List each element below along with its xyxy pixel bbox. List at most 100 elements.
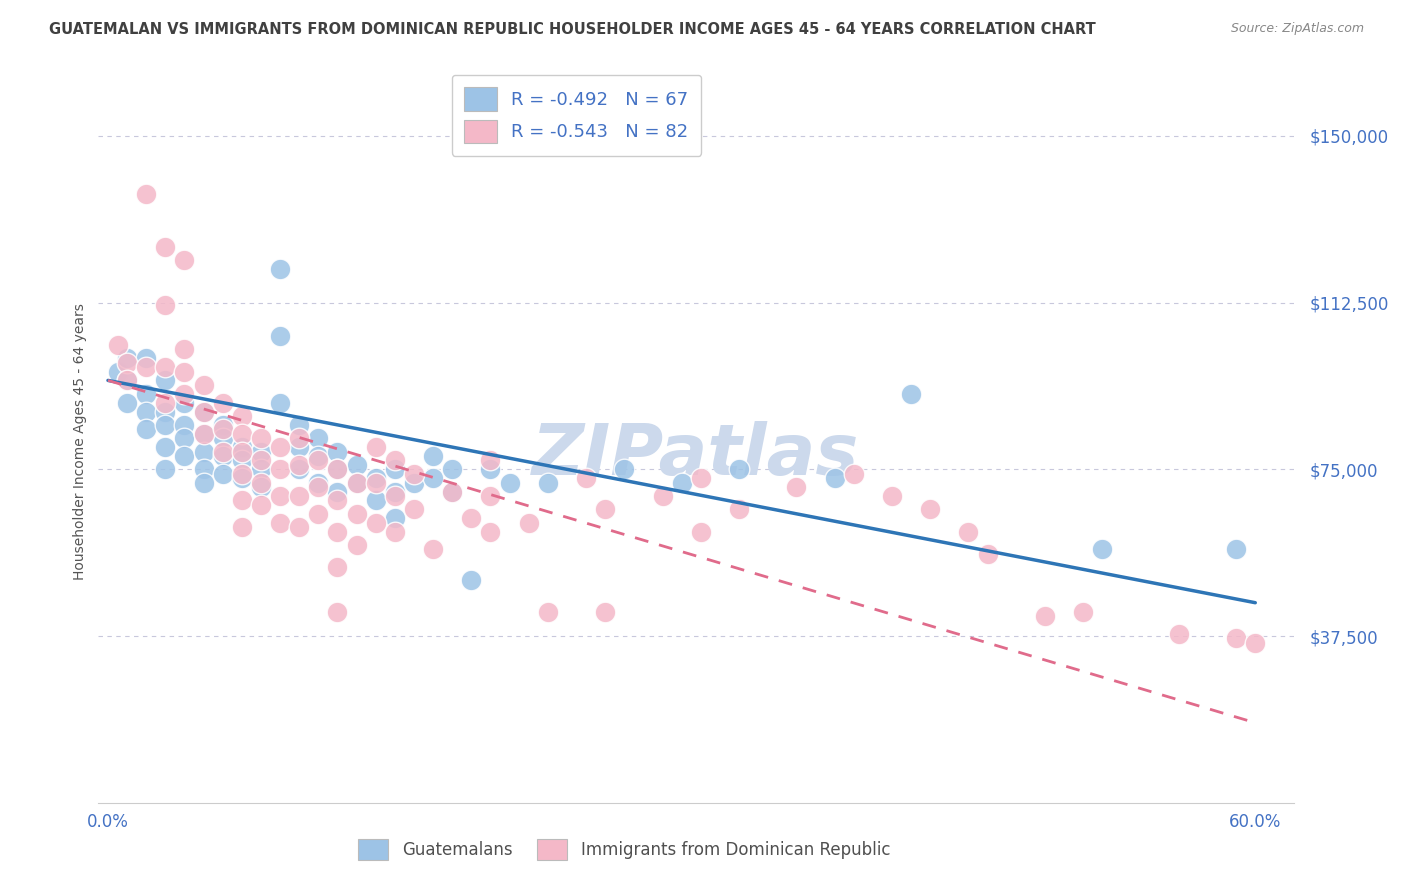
Point xyxy=(155,298,177,312)
Point xyxy=(250,498,273,512)
Point xyxy=(326,484,349,499)
Point xyxy=(689,471,711,485)
Point xyxy=(193,462,215,476)
Point xyxy=(728,462,751,476)
Point xyxy=(115,356,138,370)
Point xyxy=(155,404,177,418)
Point xyxy=(326,605,349,619)
Point xyxy=(193,426,215,441)
Point xyxy=(173,417,195,432)
Point xyxy=(135,351,157,366)
Point xyxy=(231,444,253,458)
Point xyxy=(173,386,195,401)
Point xyxy=(346,475,368,490)
Point xyxy=(422,542,444,557)
Point xyxy=(785,480,807,494)
Point xyxy=(479,462,502,476)
Point xyxy=(211,422,233,436)
Point xyxy=(957,524,980,539)
Point xyxy=(250,480,273,494)
Point xyxy=(269,489,291,503)
Y-axis label: Householder Income Ages 45 - 64 years: Householder Income Ages 45 - 64 years xyxy=(73,303,87,580)
Point xyxy=(402,467,425,481)
Point xyxy=(479,453,502,467)
Point xyxy=(155,373,177,387)
Point xyxy=(250,444,273,458)
Point xyxy=(384,484,406,499)
Point xyxy=(135,386,157,401)
Point xyxy=(1225,632,1247,646)
Point xyxy=(537,605,560,619)
Point xyxy=(517,516,540,530)
Point xyxy=(115,395,138,409)
Point xyxy=(613,462,636,476)
Point xyxy=(193,377,215,392)
Point xyxy=(250,462,273,476)
Point xyxy=(269,329,291,343)
Point xyxy=(384,489,406,503)
Point xyxy=(346,458,368,472)
Point xyxy=(135,404,157,418)
Point xyxy=(384,462,406,476)
Point xyxy=(593,502,616,516)
Point xyxy=(135,186,157,201)
Point xyxy=(920,502,942,516)
Point xyxy=(364,471,387,485)
Point xyxy=(231,426,253,441)
Point xyxy=(269,440,291,454)
Point xyxy=(384,524,406,539)
Point xyxy=(288,489,311,503)
Point xyxy=(307,475,329,490)
Text: GUATEMALAN VS IMMIGRANTS FROM DOMINICAN REPUBLIC HOUSEHOLDER INCOME AGES 45 - 64: GUATEMALAN VS IMMIGRANTS FROM DOMINICAN … xyxy=(49,22,1095,37)
Point xyxy=(441,462,464,476)
Point xyxy=(326,444,349,458)
Point xyxy=(155,240,177,254)
Point xyxy=(1033,609,1056,624)
Point xyxy=(115,373,138,387)
Point xyxy=(155,360,177,375)
Point xyxy=(307,453,329,467)
Point xyxy=(384,511,406,525)
Point xyxy=(193,404,215,418)
Point xyxy=(231,440,253,454)
Point xyxy=(107,364,129,378)
Point xyxy=(288,520,311,534)
Point xyxy=(479,489,502,503)
Point xyxy=(231,409,253,423)
Point xyxy=(326,524,349,539)
Point xyxy=(231,520,253,534)
Point xyxy=(269,262,291,277)
Point xyxy=(107,338,129,352)
Point xyxy=(288,458,311,472)
Point xyxy=(346,475,368,490)
Point xyxy=(364,475,387,490)
Point xyxy=(115,351,138,366)
Point xyxy=(842,467,865,481)
Point xyxy=(155,462,177,476)
Point xyxy=(593,605,616,619)
Point xyxy=(173,431,195,445)
Point xyxy=(402,475,425,490)
Point xyxy=(173,253,195,268)
Point xyxy=(288,440,311,454)
Point xyxy=(211,444,233,458)
Point xyxy=(364,493,387,508)
Point xyxy=(824,471,846,485)
Point xyxy=(307,507,329,521)
Point xyxy=(231,467,253,481)
Point xyxy=(671,475,693,490)
Point xyxy=(211,417,233,432)
Point xyxy=(364,440,387,454)
Point xyxy=(1167,627,1189,641)
Point xyxy=(326,493,349,508)
Point xyxy=(326,462,349,476)
Point xyxy=(173,395,195,409)
Point xyxy=(173,364,195,378)
Point xyxy=(326,462,349,476)
Point xyxy=(1244,636,1267,650)
Point xyxy=(1071,605,1094,619)
Point xyxy=(173,343,195,357)
Point xyxy=(231,493,253,508)
Point xyxy=(575,471,598,485)
Point xyxy=(193,426,215,441)
